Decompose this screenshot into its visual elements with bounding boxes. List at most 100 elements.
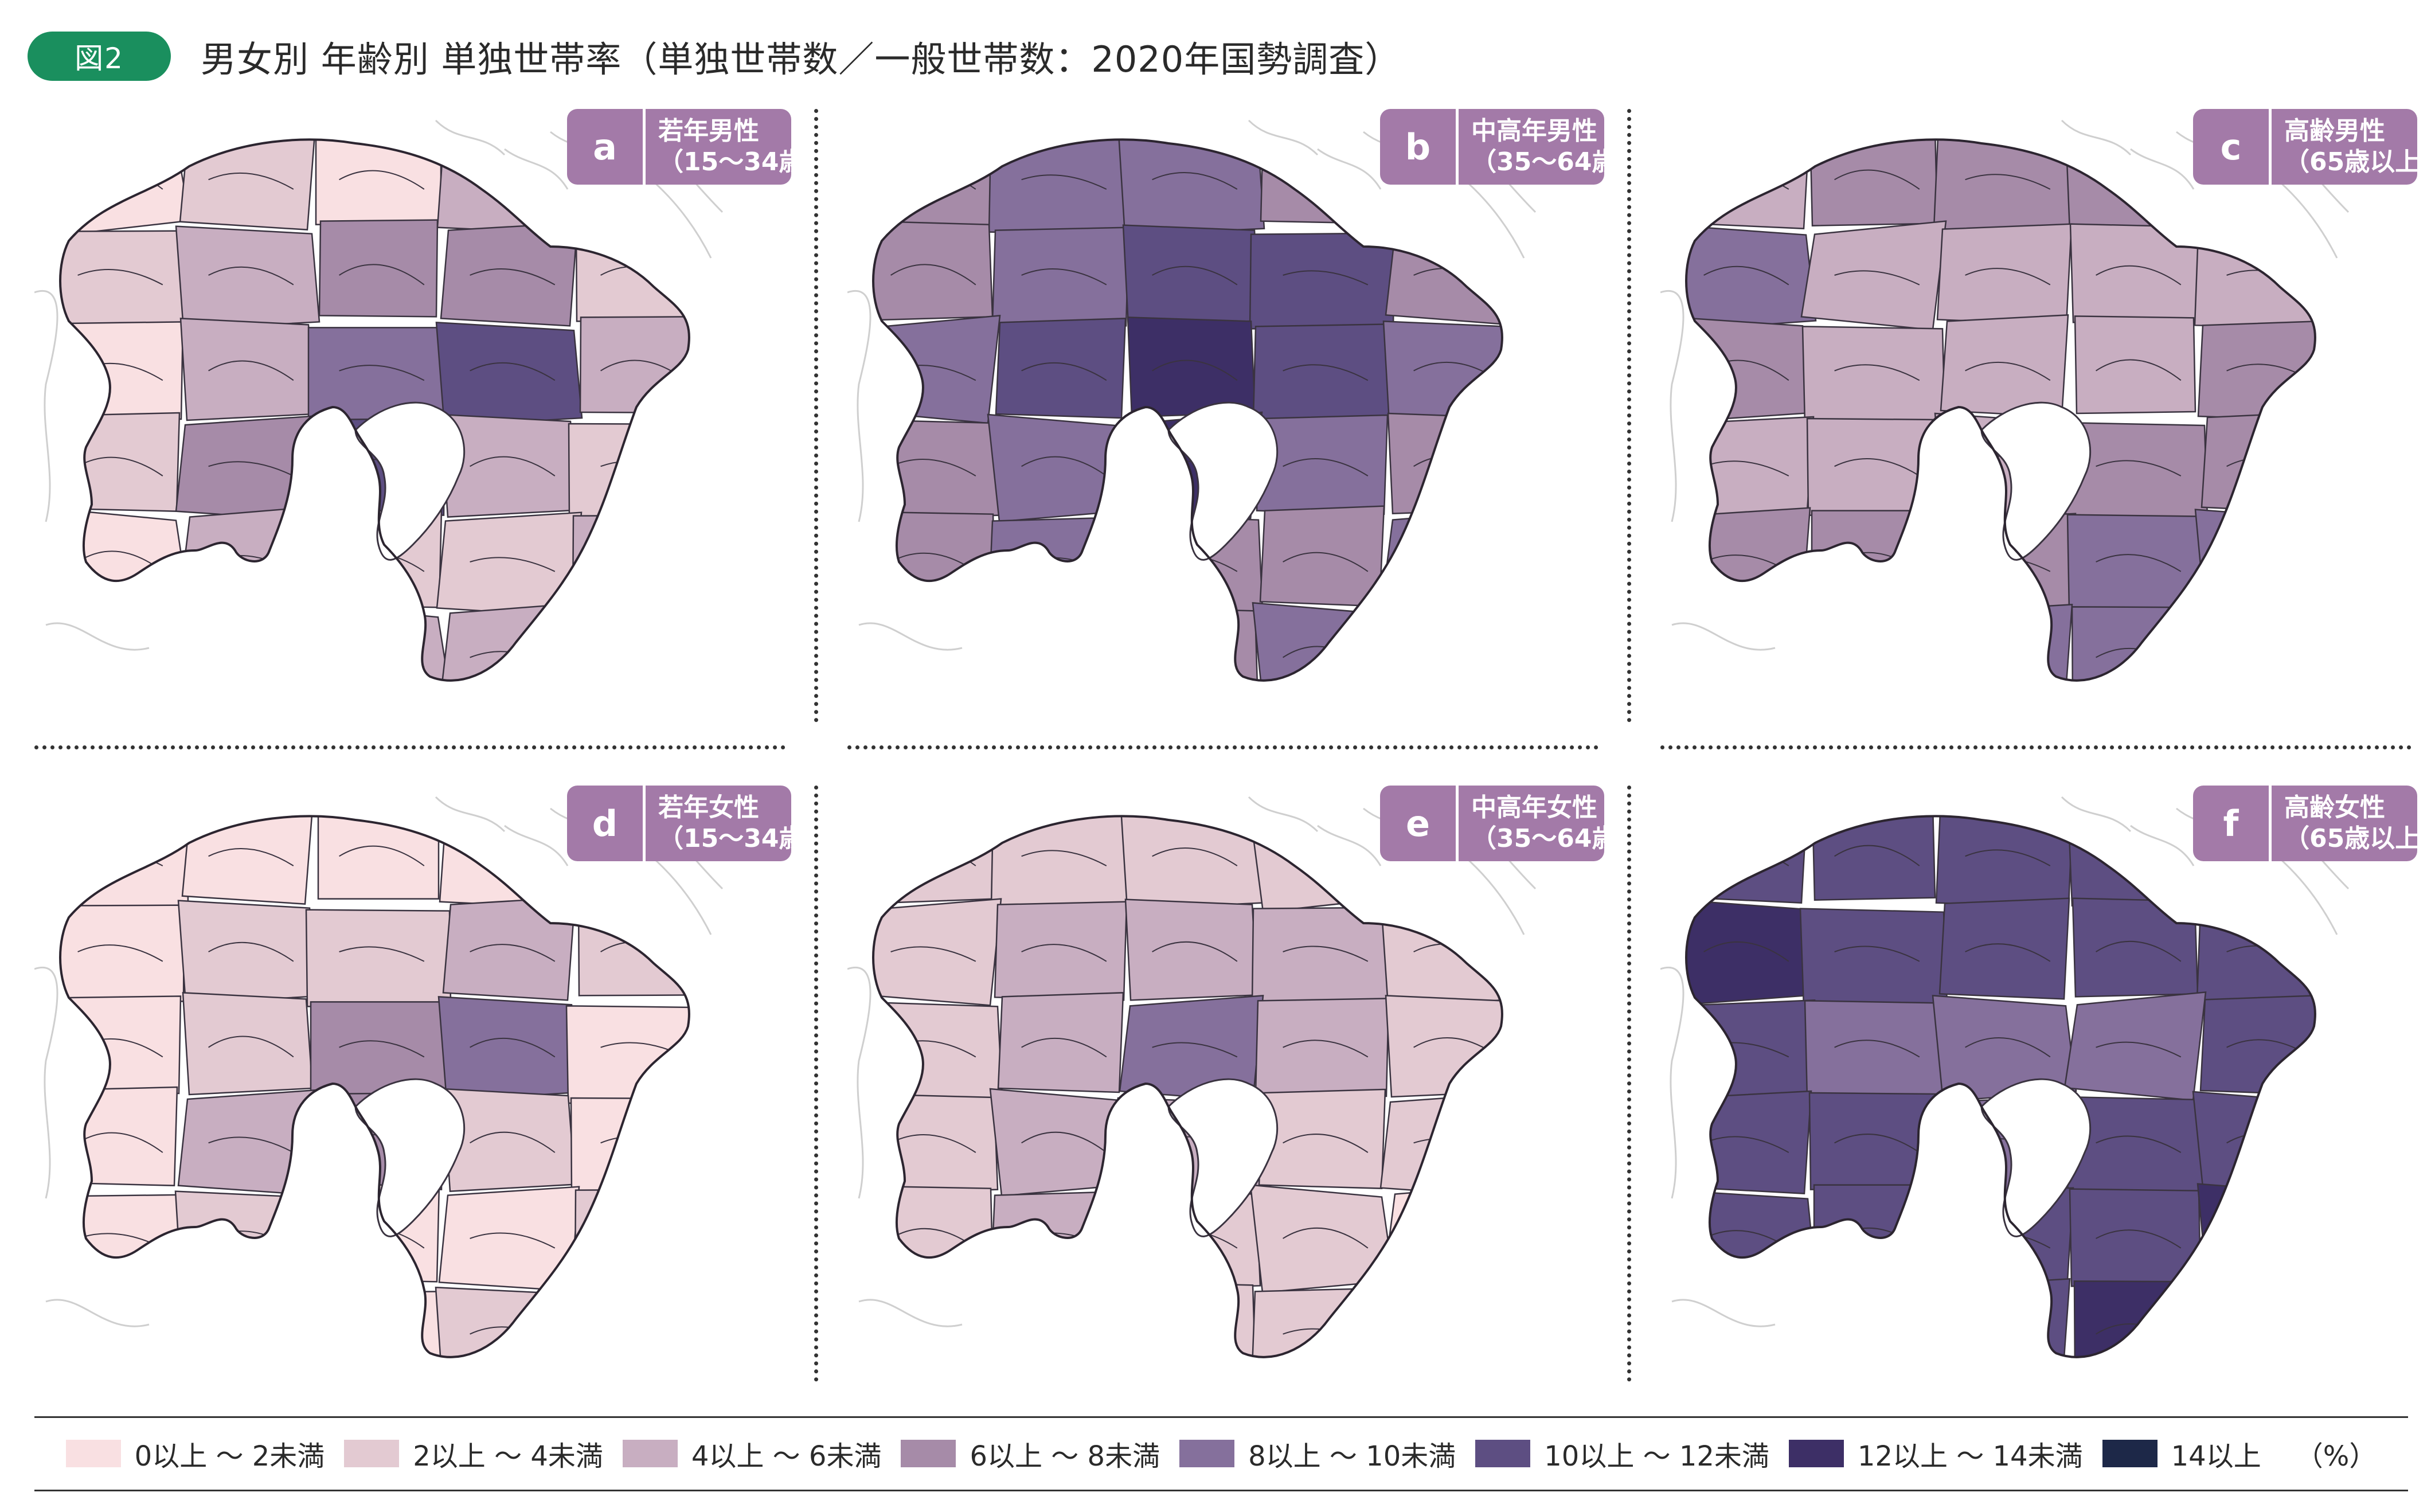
municipality-region [1933, 139, 2076, 233]
municipality-region [179, 318, 316, 421]
internal-boundary-line [890, 1134, 976, 1153]
internal-boundary-line [1703, 648, 1789, 668]
panel-age-range: （15～34歳） [658, 824, 791, 853]
tokyo-bay-water [354, 1078, 466, 1237]
internal-boundary-line [1703, 1136, 1789, 1153]
column-separator [814, 109, 818, 722]
municipality-region [873, 1001, 1003, 1103]
outer-boundary-line [34, 290, 58, 522]
internal-boundary-line [1021, 651, 1107, 668]
legend-label: 10以上 ～ 12未満 [1544, 1440, 1769, 1472]
region-outline [1685, 138, 2316, 682]
outer-boundary-line [1317, 148, 1382, 190]
legend-item: 12以上 ～ 14未満 [1788, 1433, 2083, 1474]
internal-boundary-line [1021, 174, 1107, 190]
internal-boundary-line [1965, 268, 2051, 286]
map-panel-e: e 中高年女性 （35～64歳） [847, 786, 1604, 1399]
internal-boundary-line [2226, 1327, 2312, 1345]
municipality-region [990, 1190, 1132, 1292]
tokyo-bay-water [1167, 401, 1279, 561]
panel-letter: a [567, 109, 646, 185]
internal-boundary-line [208, 1324, 294, 1345]
column-separator [814, 786, 818, 1382]
internal-boundary-line [600, 1324, 686, 1345]
municipality-region [436, 139, 582, 235]
internal-boundary-line [208, 360, 294, 381]
municipality-region [1813, 1184, 1934, 1282]
internal-boundary-line [1413, 1232, 1499, 1249]
municipality-region [1686, 224, 1817, 331]
outer-boundary-line [858, 1299, 963, 1327]
outer-boundary-line [847, 967, 871, 1199]
panel-letter: d [567, 786, 646, 861]
municipality-region [988, 139, 1134, 235]
internal-boundary-line [2096, 940, 2182, 962]
municipality-region [577, 1280, 689, 1357]
internal-boundary-line [470, 557, 556, 572]
internal-boundary-line [1834, 270, 1920, 286]
municipality-region [1251, 907, 1393, 1005]
internal-boundary-line [1283, 1227, 1369, 1249]
panel-age-range: （65歳以上） [2284, 824, 2417, 853]
municipality-region [438, 1186, 580, 1292]
municipality-region [1259, 505, 1385, 607]
internal-boundary-line [1283, 1134, 1369, 1153]
internal-boundary-line [77, 168, 163, 190]
municipality-region [1379, 1091, 1502, 1199]
municipality-region [1117, 139, 1265, 236]
municipality-region [1686, 607, 1815, 681]
internal-boundary-line [339, 365, 425, 381]
internal-boundary-line [2096, 265, 2182, 286]
column-separator [1627, 786, 1631, 1382]
municipality-region [873, 314, 1001, 424]
panel-letter: c [2193, 109, 2272, 185]
municipality-region [2201, 411, 2315, 514]
panel-label-b: b 中高年男性 （35～64歳） [1380, 109, 1604, 185]
municipality-region [437, 995, 581, 1101]
internal-boundary-line [1703, 1324, 1789, 1345]
municipality-region [60, 412, 181, 512]
outer-boundary-line [1660, 967, 1684, 1199]
municipality-region [990, 816, 1131, 909]
internal-boundary-line [1021, 1037, 1107, 1058]
legend-item: 6以上 ～ 8未満 [901, 1433, 1160, 1474]
municipality-region [440, 222, 579, 327]
internal-boundary-line [208, 941, 294, 962]
municipality-region [1379, 611, 1502, 681]
outer-boundary-line [1317, 825, 1382, 866]
internal-boundary-line [1413, 556, 1499, 572]
internal-boundary-line [77, 944, 163, 962]
internal-boundary-line [600, 648, 686, 668]
outer-boundary-line [504, 148, 569, 190]
municipality-region [1936, 223, 2073, 326]
region-outline [872, 815, 1503, 1358]
municipality-region [995, 318, 1127, 419]
municipality-region [987, 516, 1134, 618]
internal-boundary-line [1834, 946, 1920, 962]
municipality-region [873, 603, 992, 681]
internal-boundary-line [77, 850, 163, 866]
internal-boundary-line [208, 266, 294, 286]
internal-boundary-line [1021, 268, 1107, 286]
internal-boundary-line [1834, 845, 1920, 866]
internal-boundary-line [1834, 169, 1920, 190]
municipality-region [1811, 510, 1937, 607]
municipality-region [873, 139, 998, 230]
internal-boundary-line [1834, 1134, 1920, 1153]
panel-group-label: 若年女性 [658, 793, 759, 822]
municipality-region [1252, 601, 1393, 681]
municipality-region [991, 607, 1131, 681]
internal-boundary-line [1413, 650, 1499, 668]
municipality-region [2065, 139, 2206, 232]
municipality-region [1250, 1287, 1394, 1357]
panel-letter: b [1380, 109, 1459, 185]
municipality-region [575, 224, 689, 322]
internal-boundary-line [470, 362, 556, 381]
municipality-region [1686, 1282, 1813, 1357]
region-outline [59, 138, 690, 682]
internal-boundary-line [2096, 171, 2182, 190]
figure-badge: 図2 [28, 32, 171, 81]
internal-boundary-line [1152, 847, 1238, 866]
municipality-region [177, 608, 319, 681]
municipality-region [182, 992, 314, 1096]
